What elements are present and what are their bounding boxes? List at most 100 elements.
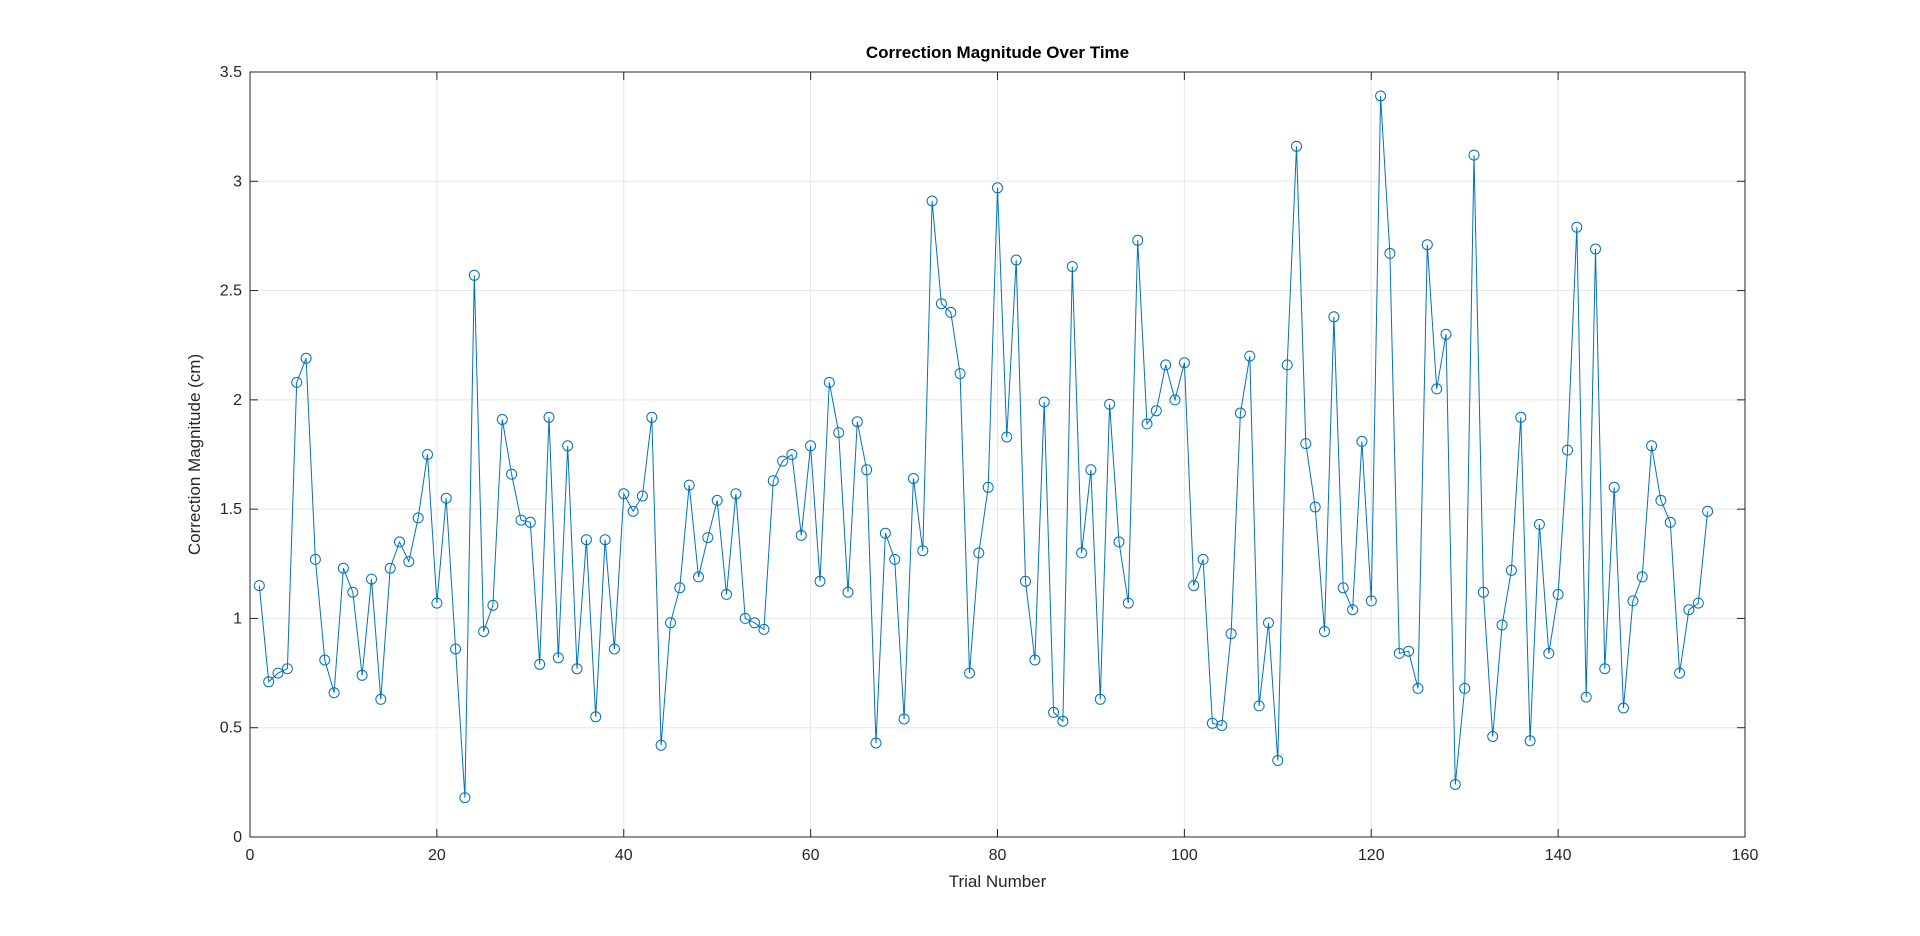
data-point-marker (450, 643, 462, 655)
data-point-marker (1375, 90, 1387, 102)
data-point-marker (1356, 435, 1368, 447)
data-point-marker (1263, 617, 1274, 629)
data-point-marker (291, 376, 303, 388)
data-point-marker (739, 612, 751, 624)
data-point-marker (487, 599, 499, 611)
x-tick-label: 40 (615, 847, 633, 864)
data-point-marker (1281, 359, 1293, 371)
data-point-marker (1076, 547, 1088, 559)
data-point-marker (693, 571, 704, 583)
data-point-marker (403, 556, 415, 568)
data-point-marker (440, 492, 452, 504)
data-point-marker (1571, 221, 1583, 233)
data-point-marker (1104, 398, 1116, 410)
data-point-marker (1057, 715, 1069, 727)
data-point-marker (795, 529, 807, 541)
data-point-marker (870, 737, 882, 749)
data-point-marker (1477, 586, 1489, 598)
data-point-marker (945, 306, 957, 318)
data-point-marker (412, 512, 424, 524)
data-point-marker (1365, 595, 1377, 607)
data-point-marker (954, 368, 966, 380)
data-point-marker (1066, 261, 1078, 272)
data-point-marker (1431, 383, 1443, 395)
data-point-marker (1608, 481, 1620, 493)
data-point-marker (1421, 239, 1433, 251)
x-tick-label: 140 (1545, 847, 1572, 864)
y-axis-label: Correction Magnitude (cm) (185, 354, 204, 555)
data-point-marker (935, 298, 947, 310)
data-point-marker (562, 440, 574, 452)
data-point-marker (1384, 247, 1396, 259)
data-point-marker (1496, 619, 1508, 631)
data-point-marker (636, 490, 648, 502)
x-tick-label: 80 (989, 847, 1007, 864)
data-point-marker (618, 488, 630, 500)
data-point-marker (721, 588, 732, 600)
data-point-marker (1590, 243, 1601, 255)
data-point-marker (309, 553, 321, 565)
data-point-marker (1524, 735, 1536, 747)
data-point-marker (1459, 682, 1471, 694)
data-point-marker (992, 182, 1003, 194)
data-point-marker (1038, 396, 1050, 408)
data-point-marker (898, 713, 910, 725)
data-point-marker (1188, 580, 1200, 592)
data-point-marker (1300, 438, 1312, 450)
data-point-marker (506, 468, 518, 480)
data-point-marker (749, 617, 761, 629)
data-point-marker (300, 352, 312, 364)
y-tick-label: 3.5 (220, 64, 242, 81)
x-tick-label: 100 (1171, 847, 1198, 864)
data-point-marker (683, 479, 695, 491)
data-point-marker (1664, 516, 1676, 528)
data-point-marker (608, 643, 620, 655)
data-point-marker (263, 676, 275, 688)
data-point-marker (1505, 564, 1517, 576)
chart-title: Correction Magnitude Over Time (866, 43, 1129, 62)
data-point-marker (973, 547, 985, 559)
data-point-marker (964, 667, 975, 679)
data-point-marker (319, 654, 331, 666)
data-point-marker (1646, 440, 1658, 452)
data-point-marker (1113, 536, 1125, 548)
data-point-marker (1328, 311, 1340, 323)
data-point-marker (1178, 357, 1190, 369)
data-point-marker (1291, 140, 1302, 152)
y-tick-label: 2.5 (220, 283, 242, 300)
data-point-marker (982, 481, 994, 493)
data-point-marker (347, 586, 359, 598)
x-tick-label: 20 (428, 847, 446, 864)
data-point-marker (384, 562, 396, 574)
data-point-marker (1141, 418, 1153, 430)
data-point-marker (777, 455, 789, 467)
data-point-marker (366, 573, 377, 585)
x-tick-label: 120 (1358, 847, 1385, 864)
data-point-marker (1272, 755, 1284, 766)
y-tick-label: 1.5 (220, 501, 242, 518)
data-point-marker (1337, 582, 1349, 594)
data-point-marker (272, 667, 284, 679)
data-point-marker (459, 792, 471, 804)
data-point-marker (1169, 394, 1181, 406)
data-point-marker (1132, 234, 1144, 246)
data-point-marker (1449, 779, 1461, 790)
data-point-marker (337, 562, 349, 574)
data-point-marker (1403, 645, 1415, 657)
data-point-marker (1636, 571, 1648, 583)
x-axis-label: Trial Number (949, 872, 1047, 891)
data-point-marker (1515, 411, 1527, 423)
data-point-marker (833, 427, 845, 439)
data-point-marker (1692, 597, 1704, 609)
data-point-marker (599, 534, 611, 546)
data-point-marker (253, 580, 265, 592)
x-tick-label: 160 (1732, 847, 1759, 864)
data-point-marker (767, 475, 779, 487)
data-point-marker (1543, 647, 1555, 659)
data-point-marker (1674, 667, 1686, 679)
data-point-marker (1001, 431, 1013, 443)
data-point-marker (702, 532, 714, 544)
data-point-marker (281, 663, 293, 675)
data-point-marker (524, 516, 536, 528)
